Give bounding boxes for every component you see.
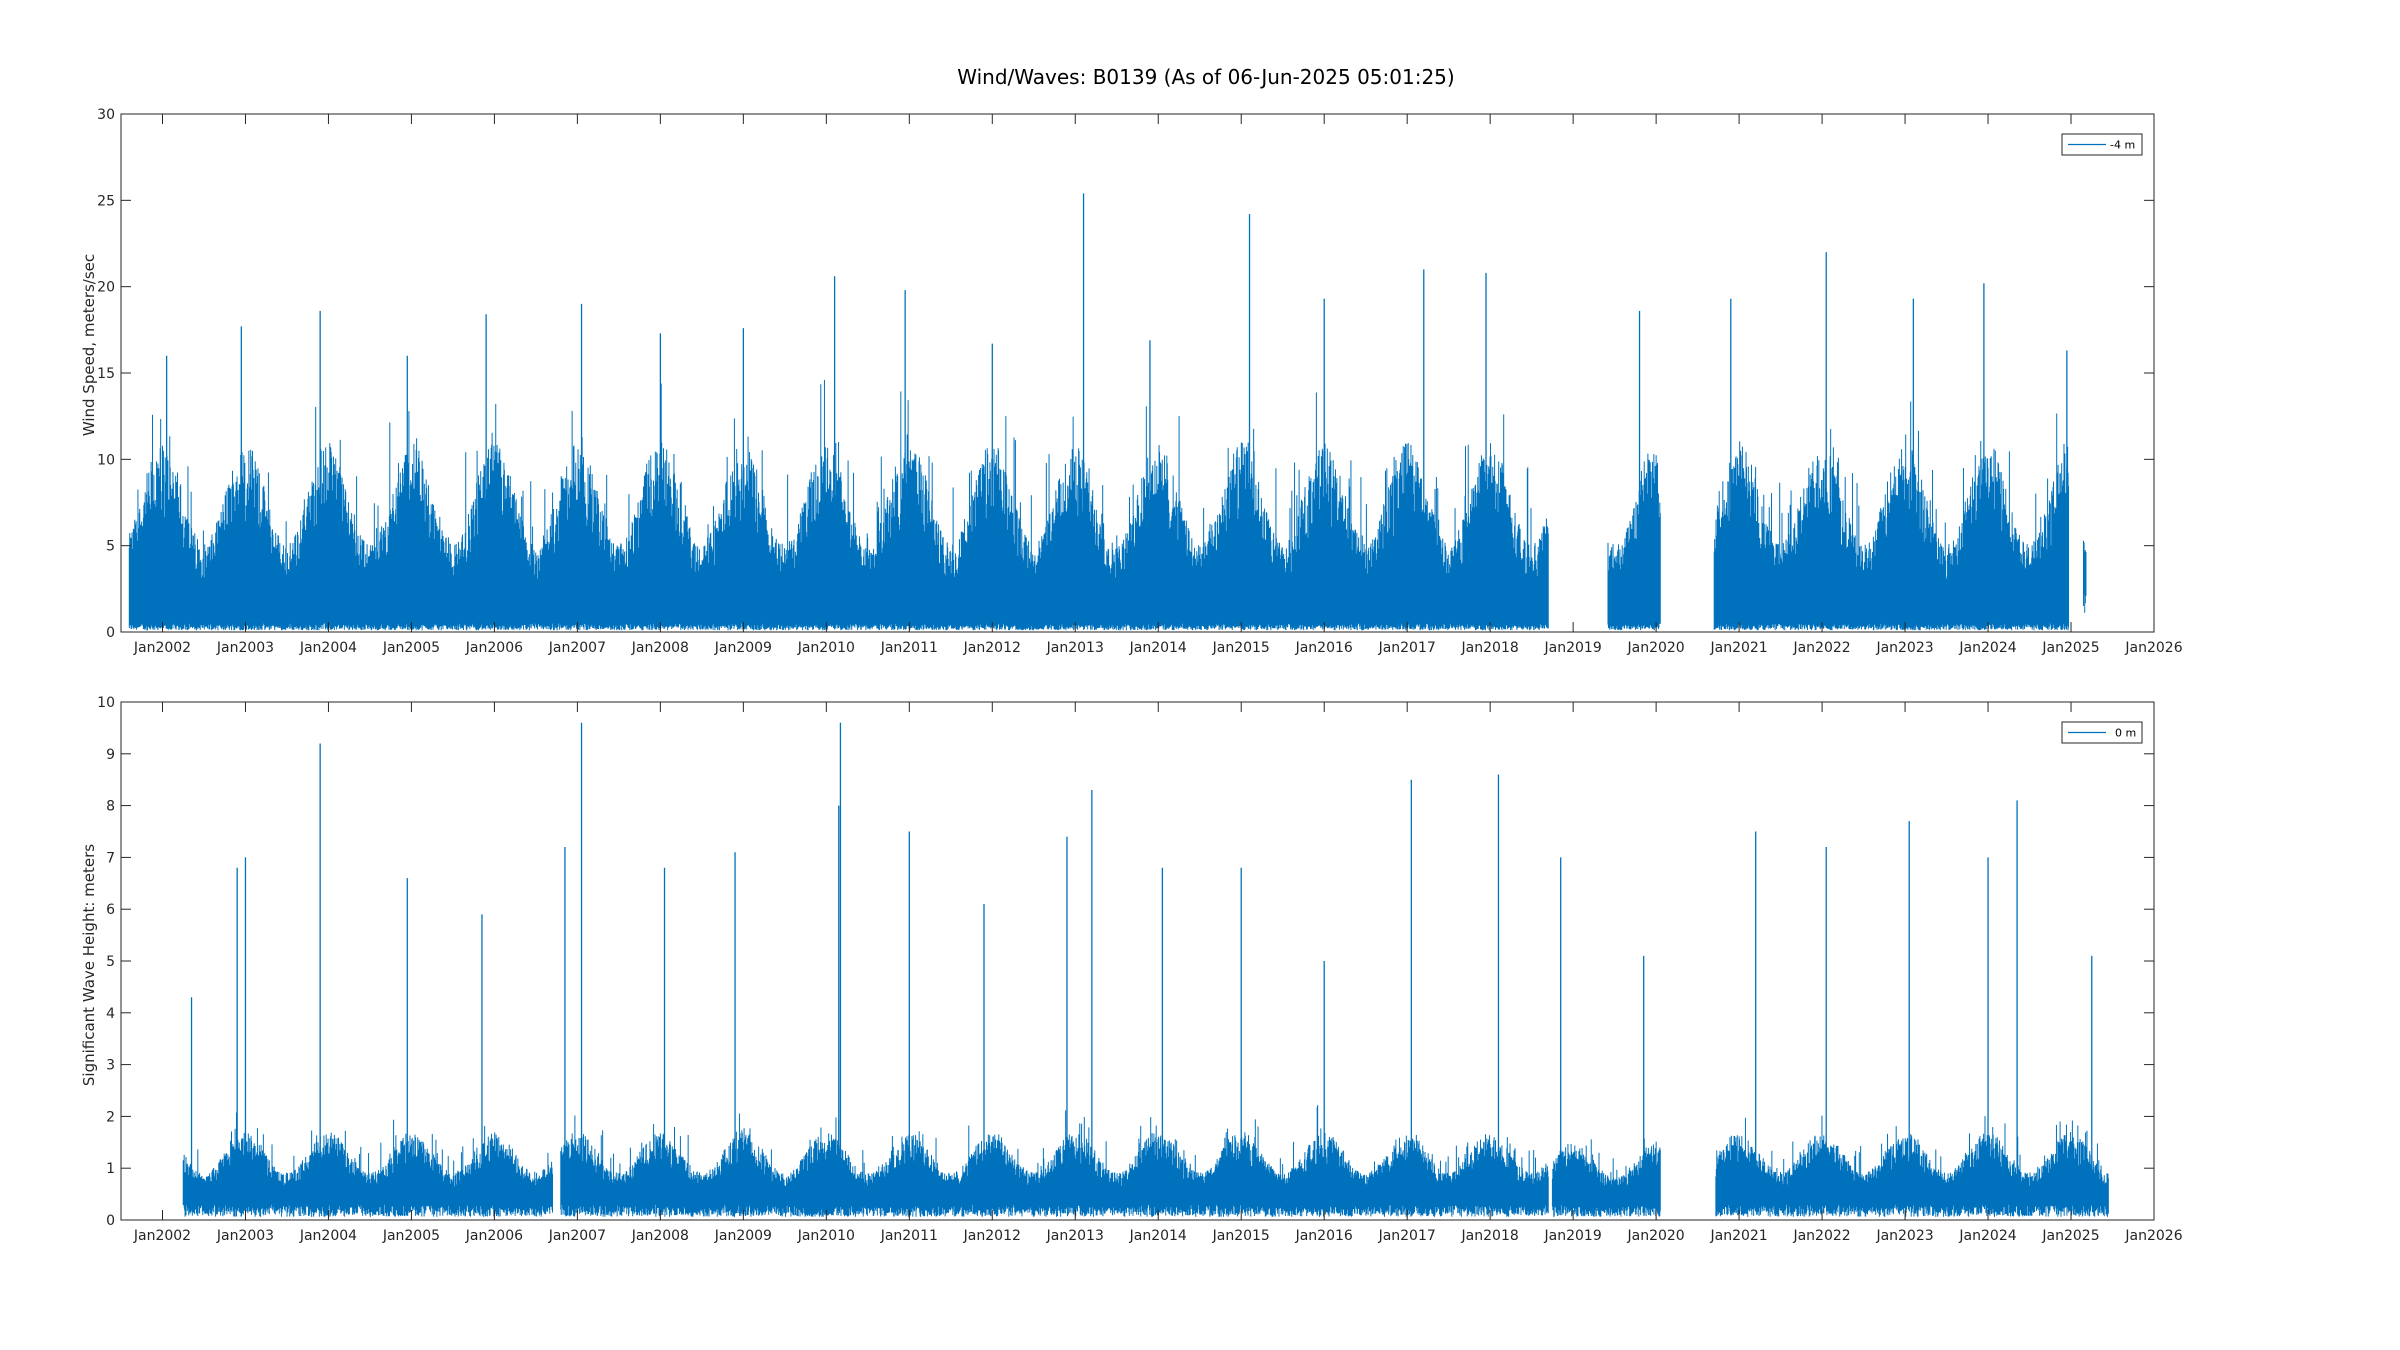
wave-height-xtick-label: Jan2022 <box>1792 1228 1850 1244</box>
wind-speed-series-segment <box>128 379 1549 631</box>
wave-height-ytick-label: 1 <box>106 1161 115 1177</box>
wave-height-series-segment <box>1715 1115 2109 1217</box>
wave-height-xtick-label: Jan2015 <box>1212 1228 1270 1244</box>
wind-speed-ytick-label: 5 <box>106 539 115 555</box>
wind-speed-ylabel: Wind Speed, meters/sec <box>80 254 98 436</box>
wave-height-xtick-label: Jan2011 <box>880 1228 938 1244</box>
wave-height-axis-frame: 0 1 2 3 4 5 6 7 8 9 10 Jan2002 Jan2003 Jan2004 Jan2005… <box>97 695 2183 1244</box>
wind-speed-ytick-label: 15 <box>97 366 115 382</box>
wind-speed-series-segment <box>1713 401 2070 631</box>
wind-speed-xtick-label: Jan2022 <box>1792 640 1850 656</box>
wave-height-xtick-label: Jan2002 <box>133 1228 191 1244</box>
wave-height-ytick-label: 9 <box>106 747 115 763</box>
wind-speed-xtick-label: Jan2026 <box>2124 640 2182 656</box>
wind-speed-xtick-label: Jan2024 <box>1958 640 2016 656</box>
figure-title: Wind/Waves: B0139 (As of 06-Jun-2025 05:… <box>957 65 1454 89</box>
wind-speed-xtick-label: Jan2023 <box>1875 640 1933 656</box>
wind-speed-axes: Wind Speed, meters/sec 0 5 10 15 20 25 30 Jan20… <box>80 107 2183 656</box>
wind-speed-xtick-label: Jan2009 <box>714 640 772 656</box>
wave-height-ytick-label: 5 <box>106 954 115 970</box>
wave-height-ytick-label: 4 <box>106 1006 115 1022</box>
wind-speed-data <box>128 193 2087 631</box>
wave-height-series-segment <box>560 1105 1549 1217</box>
wave-height-ytick-label: 3 <box>106 1058 115 1074</box>
wind-speed-xtick-label: Jan2015 <box>1212 640 1270 656</box>
wind-speed-ytick-label: 30 <box>97 107 115 123</box>
wind-speed-xtick-label: Jan2002 <box>133 640 191 656</box>
wind-speed-xtick-label: Jan2005 <box>382 640 440 656</box>
wave-height-axes: Significant Wave Height: meters 0 1 2 3 4 5 6 7… <box>80 695 2183 1244</box>
wave-height-xtick-label: Jan2008 <box>631 1228 689 1244</box>
wave-height-xtick-label: Jan2005 <box>382 1228 440 1244</box>
wave-height-ytick-label: 6 <box>106 902 115 918</box>
wind-speed-xtick-label: Jan2020 <box>1627 640 1685 656</box>
wind-speed-xtick-label: Jan2006 <box>465 640 523 656</box>
wave-height-xtick-label: Jan2003 <box>216 1228 274 1244</box>
wave-height-xtick-label: Jan2012 <box>963 1228 1021 1244</box>
wind-speed-ytick-label: 10 <box>97 452 115 468</box>
wave-height-ytick-label: 8 <box>106 799 115 815</box>
wave-height-xtick-label: Jan2009 <box>714 1228 772 1244</box>
wave-height-xtick-label: Jan2016 <box>1295 1228 1353 1244</box>
wave-height-xtick-label: Jan2020 <box>1627 1228 1685 1244</box>
wave-height-ytick-label: 10 <box>97 695 115 711</box>
wave-height-legend-label: 0 m <box>2115 727 2136 740</box>
wave-height-xtick-label: Jan2023 <box>1875 1228 1933 1244</box>
wind-speed-series-segment <box>1607 453 1661 631</box>
wave-height-xtick-label: Jan2017 <box>1378 1228 1436 1244</box>
wind-speed-xtick-label: Jan2021 <box>1709 640 1767 656</box>
wind-speed-xtick-label: Jan2003 <box>216 640 274 656</box>
wind-speed-ytick-label: 25 <box>97 193 115 209</box>
wind-speed-xtick-label: Jan2008 <box>631 640 689 656</box>
wave-height-ylabel: Significant Wave Height: meters <box>80 844 98 1086</box>
wave-height-xtick-label: Jan2006 <box>465 1228 523 1244</box>
wind-speed-legend: -4 m <box>2061 133 2143 156</box>
wind-speed-xtick-label: Jan2011 <box>880 640 938 656</box>
wind-speed-xtick-label: Jan2014 <box>1129 640 1187 656</box>
wave-height-series-segment <box>1551 1138 1661 1217</box>
wave-height-ytick-label: 0 <box>106 1213 115 1229</box>
wind-speed-xtick-label: Jan2012 <box>963 640 1021 656</box>
wave-height-xtick-label: Jan2010 <box>797 1228 855 1244</box>
wind-speed-ytick-label: 0 <box>106 625 115 641</box>
wave-height-xtick-label: Jan2021 <box>1709 1228 1767 1244</box>
wave-height-xtick-label: Jan2018 <box>1461 1228 1519 1244</box>
wind-speed-xtick-label: Jan2019 <box>1544 640 1602 656</box>
wind-speed-xtick-label: Jan2007 <box>548 640 606 656</box>
wave-height-xtick-label: Jan2024 <box>1958 1228 2016 1244</box>
wind-speed-xtick-label: Jan2017 <box>1378 640 1436 656</box>
wave-height-ytick-label: 7 <box>106 850 115 866</box>
wind-speed-series-segment <box>2082 540 2087 613</box>
wave-height-ytick-label: 2 <box>106 1109 115 1125</box>
wave-height-xtick-label: Jan2007 <box>548 1228 606 1244</box>
wave-height-xtick-label: Jan2014 <box>1129 1228 1187 1244</box>
wave-height-xtick-label: Jan2019 <box>1544 1228 1602 1244</box>
wind-speed-xtick-label: Jan2013 <box>1046 640 1104 656</box>
wind-speed-legend-label: -4 m <box>2110 139 2135 152</box>
wave-height-series-segment <box>182 1112 553 1217</box>
wind-speed-xtick-label: Jan2025 <box>2041 640 2099 656</box>
wind-speed-xtick-label: Jan2010 <box>797 640 855 656</box>
wind-speed-xtick-label: Jan2016 <box>1295 640 1353 656</box>
wind-speed-ytick-label: 20 <box>97 280 115 296</box>
wave-height-legend: 0 m <box>2061 721 2143 744</box>
wind-speed-axis-frame: 0 5 10 15 20 25 30 Jan2002 Jan2003 Jan2004 Jan2005… <box>97 107 2183 656</box>
wave-height-xtick-label: Jan2026 <box>2124 1228 2182 1244</box>
wave-height-xtick-label: Jan2013 <box>1046 1228 1104 1244</box>
wave-height-xtick-label: Jan2004 <box>299 1228 357 1244</box>
wind-speed-xtick-label: Jan2018 <box>1461 640 1519 656</box>
wave-height-xtick-label: Jan2025 <box>2041 1228 2099 1244</box>
wind-speed-xtick-label: Jan2004 <box>299 640 357 656</box>
wave-height-data <box>182 722 2109 1217</box>
